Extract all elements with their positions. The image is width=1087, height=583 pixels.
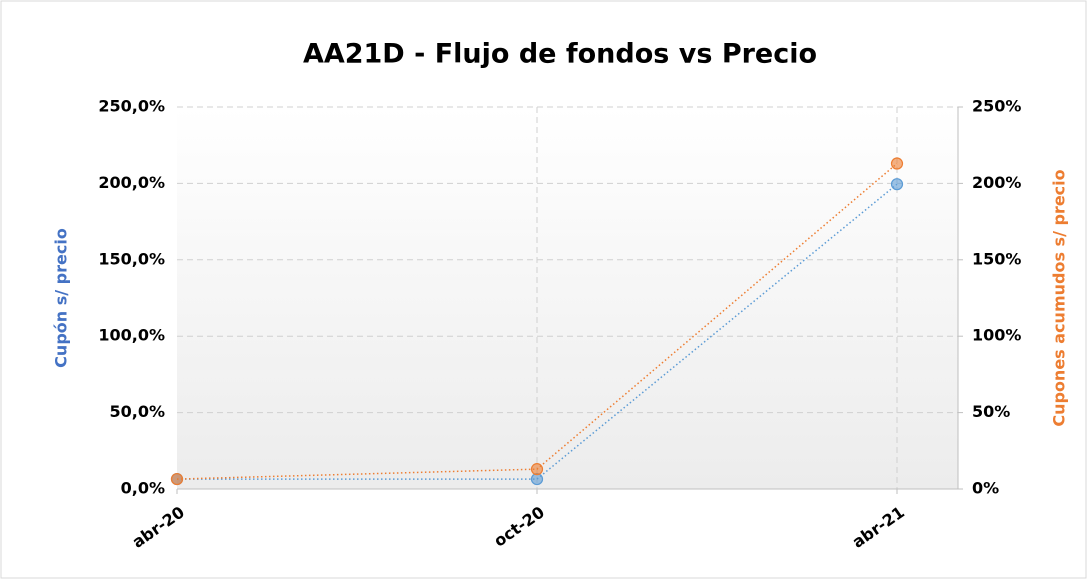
y-tick-label: 50,0% [109,402,165,421]
data-point [890,157,904,170]
y-tick-label: 150,0% [98,249,165,268]
y2-tick-label: 50% [972,402,1010,421]
y-tick-label: 100,0% [98,326,165,345]
y2-tick-label: 0% [972,479,999,498]
y2-tick-label: 150% [972,249,1021,268]
y2-tick-label: 200% [972,173,1021,192]
y-tick-label: 0,0% [121,479,165,498]
data-point [890,178,904,191]
data-point [530,463,544,476]
y2-tick-label: 250% [972,97,1021,116]
y2-axis-title: Cupones acumudos s/ precio [1050,169,1069,426]
y2-tick-label: 100% [972,326,1021,345]
data-point [170,472,184,486]
y-tick-label: 200,0% [98,173,165,192]
plot-area [177,107,958,489]
y-tick-label: 250,0% [98,97,165,116]
chart-title: AA21D - Flujo de fondos vs Precio [303,39,817,70]
y-axis-title: Cupón s/ precio [52,228,71,368]
